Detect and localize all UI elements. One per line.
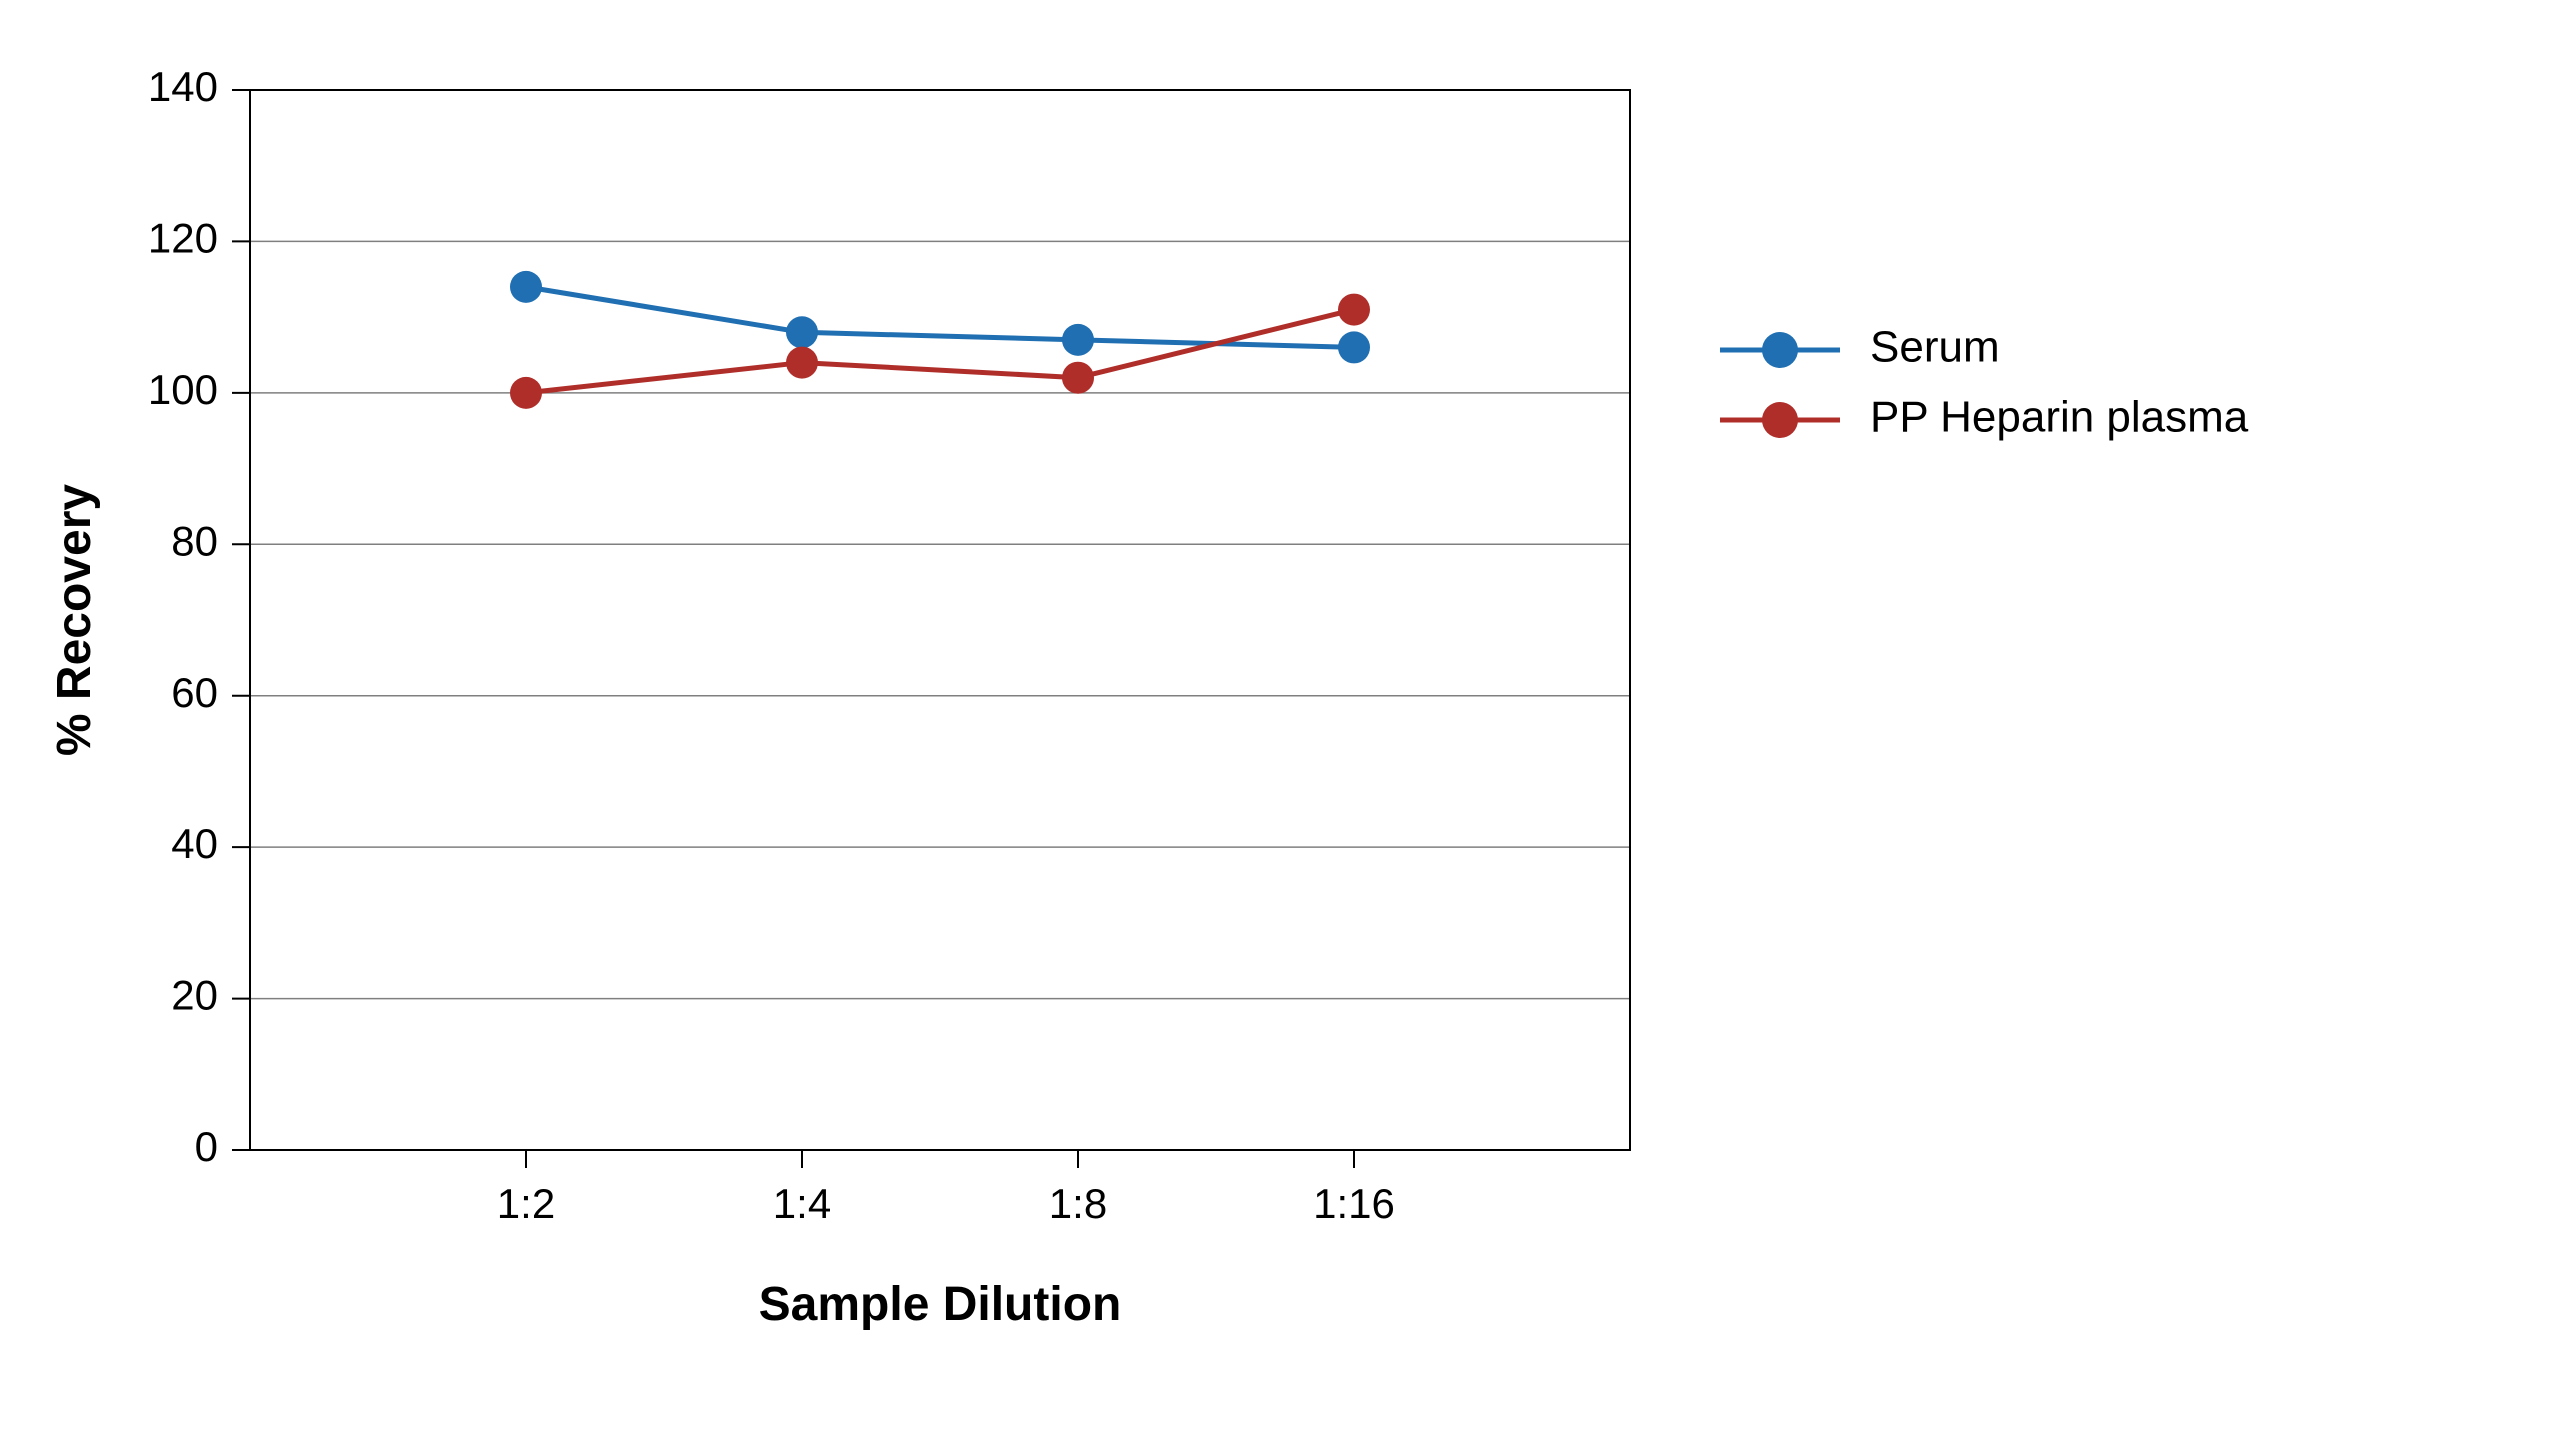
x-tick-label: 1:4: [773, 1180, 831, 1227]
series-marker: [1062, 362, 1094, 394]
series-marker: [786, 347, 818, 379]
y-tick-label: 120: [148, 215, 218, 262]
x-axis-label: Sample Dilution: [759, 1278, 1122, 1331]
series-marker: [1338, 331, 1370, 363]
series-marker: [1062, 324, 1094, 356]
y-tick-label: 80: [171, 517, 218, 564]
series-marker: [1338, 294, 1370, 326]
recovery-chart: 0 20 40 60 80 100 120 140 1:2 1:4 1:8 1:16 % Recover…: [0, 0, 2558, 1455]
chart-svg: 0 20 40 60 80 100 120 140 1:2 1:4 1:8 1:16 % Recover…: [0, 0, 2558, 1455]
y-tick-label: 20: [171, 972, 218, 1019]
x-tick-label: 1:2: [497, 1180, 555, 1227]
series-marker: [786, 316, 818, 348]
series-marker: [510, 377, 542, 409]
y-axis-label: % Recovery: [48, 484, 101, 756]
y-tick-label: 140: [148, 63, 218, 110]
legend-label: Serum: [1870, 323, 2000, 372]
legend-label: PP Heparin plasma: [1870, 393, 2249, 442]
y-tick-label: 60: [171, 669, 218, 716]
y-tick-label: 0: [195, 1123, 218, 1170]
x-tick-label: 1:16: [1313, 1180, 1395, 1227]
y-tick-label: 40: [171, 820, 218, 867]
y-tick-label: 100: [148, 366, 218, 413]
x-tick-label: 1:8: [1049, 1180, 1107, 1227]
series-marker: [510, 271, 542, 303]
